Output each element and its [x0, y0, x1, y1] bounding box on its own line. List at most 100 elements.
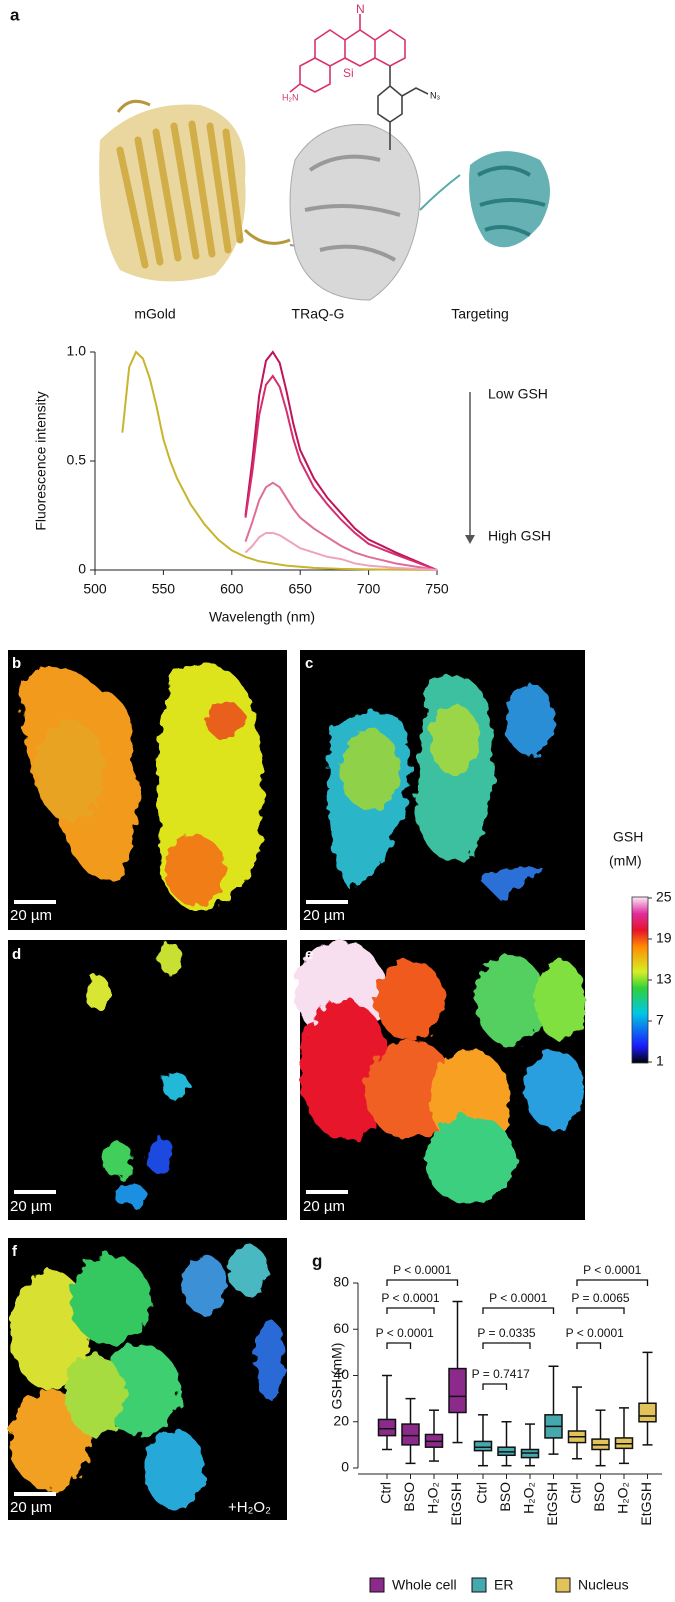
protein-art: N Si H₂N N₃: [99, 2, 550, 301]
x-tick-label: BSO: [401, 1482, 417, 1512]
molecule-label: N₃: [430, 90, 440, 100]
scale-bars: [14, 900, 348, 1496]
x-tick-label: BSO: [591, 1482, 607, 1512]
annotation: Low GSH: [488, 386, 548, 402]
scale-bar-label: 20 µm: [10, 1198, 52, 1215]
panel-label: e: [305, 946, 313, 963]
p-value: P < 0.0001: [393, 1263, 451, 1277]
box: [473, 1440, 493, 1452]
colorbar-tick-label: 19: [656, 930, 672, 946]
legend-label: Nucleus: [578, 1577, 629, 1593]
colorbar-title: GSH: [613, 829, 643, 845]
panel-label: c: [305, 655, 313, 672]
x-tick-label: EtGSH: [544, 1482, 560, 1526]
x-tick-label: 550: [152, 581, 176, 597]
y-tick-label: 1.0: [67, 343, 87, 359]
x-tick-label: Ctrl: [568, 1482, 584, 1504]
y-tick-label: 20: [333, 1412, 349, 1428]
y-axis-label: Fluorescence intensity: [33, 391, 49, 530]
spectrum-line: [121, 350, 438, 571]
structure-label: Targeting: [451, 306, 509, 322]
significance-bracket: [386, 1279, 459, 1286]
colorbar-tick-label: 25: [656, 889, 672, 905]
p-value: P = 0.7417: [472, 1367, 530, 1381]
scale-bar-label: 20 µm: [10, 907, 52, 924]
significance-bracket: [576, 1342, 602, 1349]
p-value: P < 0.0001: [489, 1291, 547, 1305]
significance-bracket: [482, 1307, 555, 1314]
x-tick-label: Ctrl: [474, 1482, 490, 1504]
legend-swatch: [555, 1577, 571, 1593]
line-chart: Low GSH High GSH Wavelength (nm) Fluores…: [33, 343, 551, 625]
spectrum-line: [244, 374, 438, 571]
x-tick-label: 500: [83, 581, 107, 597]
significance-bracket: [482, 1342, 531, 1349]
x-tick-label: H₂O₂: [521, 1482, 537, 1514]
scale-bar-label: 20 µm: [10, 1499, 52, 1516]
spectrum-line: [244, 531, 438, 571]
y-tick-label: 40: [333, 1366, 349, 1382]
x-tick-label: BSO: [497, 1482, 513, 1512]
scale-bar-label: 20 µm: [303, 1198, 345, 1215]
box-chart: GSH (mM) 0 20 40 60 80 Ctrl BSO H₂O₂ EtGSH Whole …: [329, 1263, 662, 1593]
significance-bracket: [576, 1279, 649, 1286]
y-tick-label: 60: [333, 1320, 349, 1336]
colorbar: GSH (mM) 25 19 13 7 1: [609, 829, 672, 1069]
significance-bracket: [482, 1383, 508, 1390]
panel-label: g: [312, 1251, 322, 1270]
significance-bracket: [386, 1342, 412, 1349]
panel-label: f: [12, 1243, 18, 1260]
box: [448, 1367, 467, 1414]
x-tick-label: H₂O₂: [425, 1482, 441, 1514]
colorbar-tick-label: 13: [656, 971, 672, 987]
panel-label: a: [10, 5, 20, 24]
x-tick-label: EtGSH: [638, 1482, 654, 1526]
colorbar-tick-label: 1: [656, 1053, 664, 1069]
annotation: High GSH: [488, 528, 551, 544]
box: [401, 1423, 420, 1446]
structure-label: mGold: [134, 306, 175, 322]
y-axis-label: GSH (mM): [329, 1343, 345, 1410]
x-tick-label: H₂O₂: [615, 1482, 631, 1514]
molecule-label: N: [356, 2, 365, 16]
arrow-head: [465, 535, 475, 544]
p-value: P = 0.0065: [571, 1291, 629, 1305]
colorbar-unit: (mM): [609, 853, 642, 869]
scale-bar-label: 20 µm: [303, 907, 345, 924]
p-value: P < 0.0001: [583, 1263, 641, 1277]
legend-label: Whole cell: [392, 1577, 457, 1593]
legend-swatch: [471, 1577, 487, 1593]
image-d: [8, 940, 287, 1220]
box: [638, 1402, 657, 1423]
x-axis-label: Wavelength (nm): [209, 609, 315, 625]
treatment-label: +H₂O₂: [228, 1499, 271, 1516]
molecule-label: H₂N: [282, 92, 299, 102]
image-c: [300, 650, 585, 930]
p-value: P < 0.0001: [566, 1326, 624, 1340]
structure-label: TRaQ-G: [292, 306, 345, 322]
image-e: [295, 940, 585, 1220]
p-value: P < 0.0001: [381, 1291, 439, 1305]
significance-bracket: [386, 1307, 435, 1314]
x-tick-label: Ctrl: [378, 1482, 394, 1504]
spectrum-line: [244, 350, 438, 571]
panel-label: b: [12, 655, 21, 672]
image-b: [8, 650, 287, 930]
panel-label: d: [12, 946, 21, 963]
y-tick-label: 0: [341, 1459, 349, 1475]
legend-swatch: [369, 1577, 385, 1593]
colorbar-scale: [631, 896, 649, 1064]
spectrum-line: [244, 481, 438, 571]
legend-label: ER: [494, 1577, 513, 1593]
y-tick-label: 0: [78, 561, 86, 577]
significance-bracket: [576, 1307, 625, 1314]
x-tick-label: 750: [425, 581, 449, 597]
p-value: P < 0.0001: [376, 1326, 434, 1340]
p-value: P = 0.0335: [477, 1326, 535, 1340]
x-tick-label: 700: [357, 581, 381, 597]
x-tick-label: 600: [220, 581, 244, 597]
image-f: [8, 1238, 287, 1520]
molecule-label: Si: [343, 66, 354, 80]
